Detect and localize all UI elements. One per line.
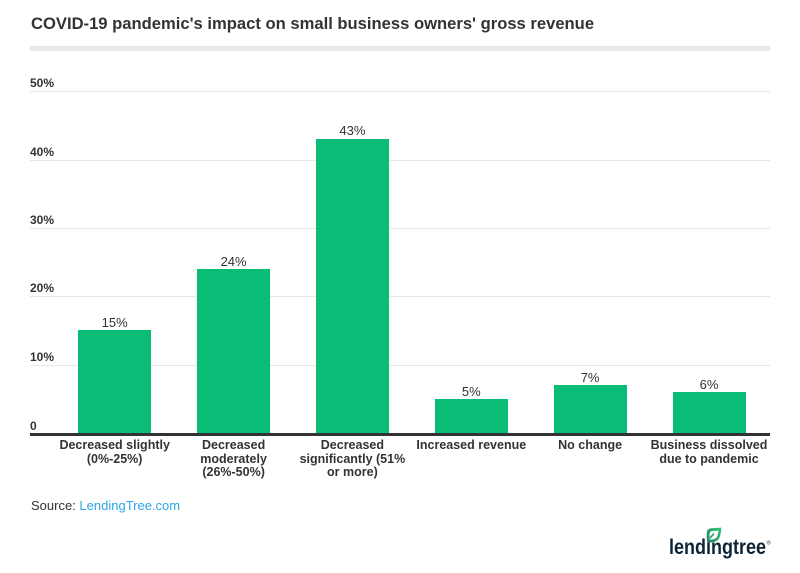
svg-text:lendingtree: lendingtree (669, 536, 766, 559)
svg-text:®: ® (767, 540, 772, 547)
